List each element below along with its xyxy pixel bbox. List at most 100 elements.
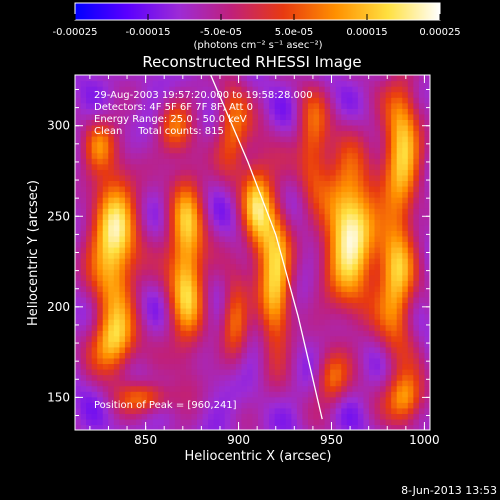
heatmap-cell <box>258 263 265 270</box>
heatmap-cell <box>185 380 193 387</box>
heatmap-cell <box>285 341 292 348</box>
heatmap-cell <box>102 219 109 226</box>
heatmap-cell <box>91 141 98 148</box>
heatmap-cell <box>274 274 281 281</box>
heatmap-cell <box>263 124 270 132</box>
heatmap-cell <box>391 113 398 120</box>
heatmap-cell <box>80 246 87 254</box>
heatmap-cell <box>352 185 359 193</box>
heatmap-cell <box>263 363 270 370</box>
heatmap-cell <box>424 402 430 409</box>
heatmap-cell <box>269 258 276 265</box>
heatmap-cell <box>263 202 270 209</box>
heatmap-cell <box>213 385 220 392</box>
heatmap-cell <box>274 119 281 126</box>
heatmap-cell <box>263 75 270 82</box>
heatmap-cell <box>80 263 87 270</box>
heatmap-cell <box>230 230 237 237</box>
heatmap-cell <box>80 80 87 87</box>
heatmap-cell <box>246 291 254 298</box>
heatmap-cell <box>152 124 159 132</box>
heatmap-cell <box>357 319 365 326</box>
heatmap-cell <box>113 169 120 176</box>
heatmap-cell <box>141 197 148 204</box>
heatmap-cell <box>102 391 109 398</box>
heatmap-cell <box>385 302 392 309</box>
heatmap-cell <box>418 280 426 287</box>
heatmap-cell <box>402 80 409 87</box>
heatmap-cell <box>380 407 387 414</box>
heatmap-cell <box>269 307 276 315</box>
heatmap-cell <box>341 97 348 104</box>
heatmap-cell <box>185 136 193 143</box>
heatmap-cell <box>208 163 215 170</box>
heatmap-cell <box>352 219 359 226</box>
heatmap-cell <box>86 147 93 154</box>
heatmap-cell <box>280 385 287 392</box>
heatmap-cell <box>213 169 220 176</box>
heatmap-cell <box>191 258 198 265</box>
heatmap-cell <box>130 152 137 159</box>
heatmap-cell <box>224 97 231 104</box>
heatmap-cell <box>241 335 248 342</box>
solar-limb-curve <box>210 75 323 420</box>
heatmap-cell <box>424 230 430 237</box>
heatmap-cell <box>102 357 109 365</box>
heatmap-cell <box>97 263 104 270</box>
heatmap-cell <box>302 291 309 298</box>
heatmap-cell <box>208 75 215 82</box>
heatmap-cell <box>108 352 115 359</box>
heatmap-cell <box>97 302 104 309</box>
heatmap-cell <box>285 363 292 370</box>
heatmap-cell <box>208 402 215 409</box>
heatmap-cell <box>280 213 287 220</box>
heatmap-cell <box>163 252 170 259</box>
heatmap-cell <box>302 163 309 170</box>
heatmap-cells <box>75 75 430 430</box>
heatmap-cell <box>197 380 204 387</box>
heatmap-cell <box>91 341 98 348</box>
heatmap-cell <box>380 313 387 320</box>
heatmap-cell <box>380 269 387 276</box>
heatmap-cell <box>197 80 204 87</box>
heatmap-cell <box>302 380 309 387</box>
heatmap-cell <box>91 169 98 176</box>
heatmap-cell <box>374 75 381 82</box>
heatmap-cell <box>302 307 309 315</box>
heatmap-cell <box>163 313 170 320</box>
heatmap-cell <box>252 224 259 231</box>
heatmap-cell <box>147 363 154 370</box>
heatmap-cell <box>285 169 292 176</box>
heatmap-cell <box>368 202 376 209</box>
heatmap-cell <box>230 208 237 215</box>
heatmap-cell <box>80 219 87 226</box>
heatmap-cell <box>185 208 193 215</box>
heatmap-cell <box>302 130 309 137</box>
heatmap-cell <box>119 191 126 198</box>
heatmap-cell <box>352 396 359 403</box>
heatmap-cell <box>108 141 115 148</box>
heatmap-cell <box>346 252 353 259</box>
heatmap-cell <box>224 285 231 292</box>
heatmap-cell <box>102 246 109 254</box>
heatmap-cell <box>307 402 315 409</box>
heatmap-cell <box>424 307 430 315</box>
heatmap-cell <box>86 75 93 82</box>
heatmap-cell <box>407 307 414 315</box>
heatmap-cell <box>119 319 126 326</box>
heatmap-cell <box>174 202 181 209</box>
x-tick-label: 1000 <box>409 433 440 447</box>
heatmap-cell <box>141 285 148 292</box>
heatmap-cell <box>147 141 154 148</box>
heatmap-cell <box>291 208 298 215</box>
heatmap-cell <box>291 136 298 143</box>
heatmap-cell <box>102 163 109 170</box>
heatmap-cell <box>291 108 298 115</box>
heatmap-cell <box>252 169 259 176</box>
heatmap-cell <box>191 197 198 204</box>
heatmap-cell <box>213 185 220 193</box>
heatmap-cell <box>158 163 165 170</box>
heatmap-cell <box>280 357 287 365</box>
heatmap-cell <box>169 319 176 326</box>
heatmap-cell <box>119 418 126 426</box>
